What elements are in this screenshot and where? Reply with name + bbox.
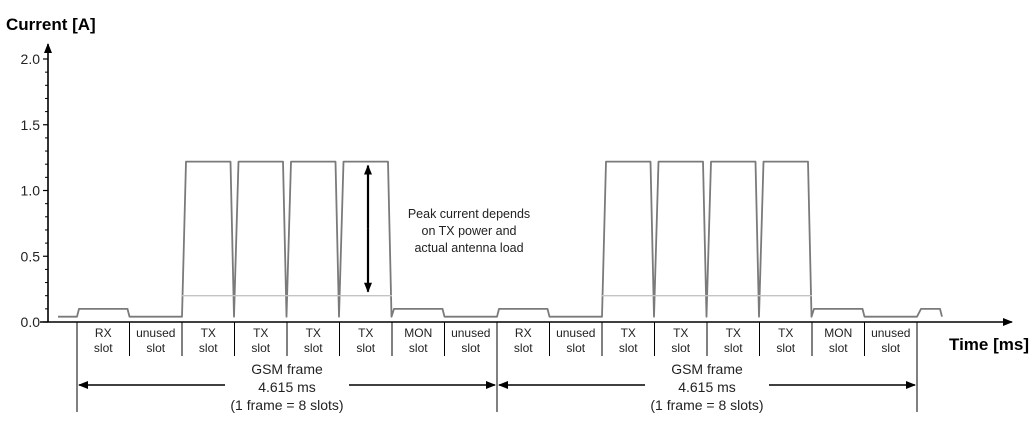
frame-duration: 4.615 ms — [678, 379, 736, 395]
slot-label-top: unused — [451, 326, 490, 340]
frame-label: GSM frame — [671, 361, 743, 377]
annotation-line: actual antenna load — [414, 241, 523, 255]
slot-label-top: RX — [515, 326, 532, 340]
slot-label-top: MON — [404, 326, 432, 340]
annotation-line: on TX power and — [422, 224, 517, 238]
slot-label-top: TX — [201, 326, 216, 340]
y-tick-label: 2.0 — [21, 51, 41, 67]
frame-markers: GSM frame 4.615 ms (1 frame = 8 slots) GSM … — [76, 356, 918, 424]
slot-label-top: unused — [871, 326, 910, 340]
annotations: Peak current depends on TX power and actua… — [364, 164, 530, 293]
slot-label-top: MON — [824, 326, 852, 340]
x-axis-title: Time [ms] — [949, 335, 1029, 354]
series-peak-current — [58, 160, 943, 318]
slot-label-bottom: slot — [356, 341, 375, 355]
current-waveforms — [58, 160, 943, 318]
slot-label-bottom: slot — [619, 341, 638, 355]
slot-label-bottom: slot — [829, 341, 848, 355]
slot-label-bottom: slot — [566, 341, 585, 355]
y-axis-title: Current [A] — [6, 15, 96, 34]
y-tick-label: 1.5 — [21, 117, 41, 133]
slot-label-bottom: slot — [94, 341, 113, 355]
slot-label-top: unused — [556, 326, 595, 340]
slot-label-bottom: slot — [409, 341, 428, 355]
slot-label-top: TX — [306, 326, 321, 340]
slot-label-bottom: slot — [304, 341, 323, 355]
frame-duration: 4.615 ms — [258, 379, 316, 395]
axes: Current [A] Time [ms] 0.0 0.5 1.0 1.5 2.0 — [6, 15, 1029, 354]
frame-label-bg — [645, 362, 769, 424]
frame-label-bg — [225, 362, 349, 424]
y-tick-label: 1.0 — [21, 183, 41, 199]
slot-label-bottom: slot — [881, 341, 900, 355]
slot-label-top: RX — [95, 326, 112, 340]
frame-note: (1 frame = 8 slots) — [650, 397, 763, 413]
frame-note: (1 frame = 8 slots) — [230, 397, 343, 413]
slot-label-top: TX — [673, 326, 688, 340]
slot-label-bottom: slot — [724, 341, 743, 355]
slot-label-bottom: slot — [146, 341, 165, 355]
slot-label-bottom: slot — [199, 341, 218, 355]
slot-label-bottom: slot — [776, 341, 795, 355]
slot-label-top: TX — [778, 326, 793, 340]
slot-label-top: unused — [136, 326, 175, 340]
slot-label-bottom: slot — [671, 341, 690, 355]
y-tick-label: 0.0 — [21, 314, 41, 330]
slot-label-top: TX — [726, 326, 741, 340]
slot-label-top: TX — [621, 326, 636, 340]
frame-label: GSM frame — [251, 361, 323, 377]
annotation-line: Peak current depends — [408, 207, 530, 221]
slot-label-bottom: slot — [514, 341, 533, 355]
slot-label-bottom: slot — [251, 341, 270, 355]
slot-label-top: TX — [358, 326, 373, 340]
slot-label-bottom: slot — [461, 341, 480, 355]
slot-row: RXslotunusedslotTXslotTXslotTXslotTXslot… — [76, 322, 918, 356]
y-tick-label: 0.5 — [21, 248, 41, 264]
slot-label-top: TX — [253, 326, 268, 340]
